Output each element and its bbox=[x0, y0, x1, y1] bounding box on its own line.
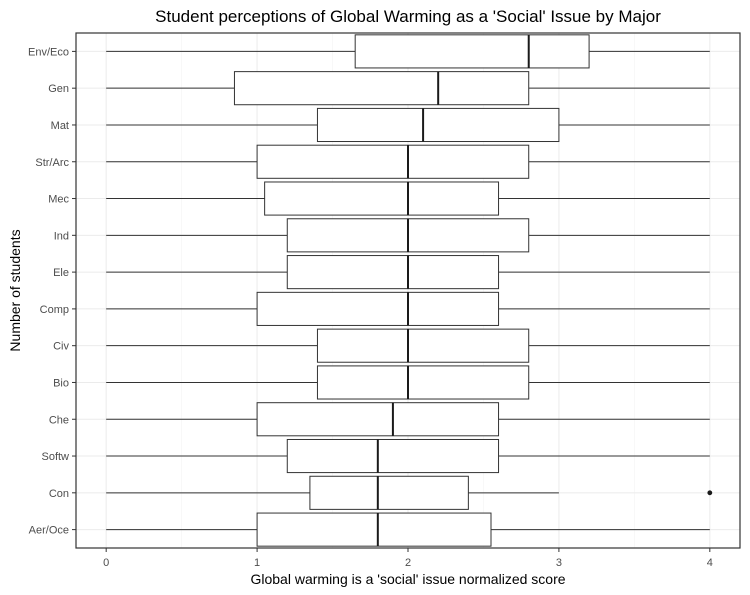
iqr-box bbox=[256, 402, 500, 437]
x-tick-label: 4 bbox=[707, 557, 713, 569]
y-tick-label: Con bbox=[49, 488, 69, 500]
box-group-ele bbox=[106, 255, 710, 290]
x-tick-label: 2 bbox=[405, 557, 411, 569]
y-tick-label: Gen bbox=[48, 83, 69, 95]
iqr-box bbox=[309, 475, 469, 510]
box-group-softw bbox=[106, 438, 710, 474]
iqr-box bbox=[256, 144, 530, 179]
chart-title: Student perceptions of Global Warming as… bbox=[155, 7, 661, 26]
y-tick-label: Civ bbox=[53, 341, 69, 353]
x-axis-title: Global warming is a 'social' issue norma… bbox=[250, 571, 565, 587]
box-group-con bbox=[106, 475, 713, 510]
box-group-gen bbox=[106, 71, 710, 106]
iqr-box bbox=[286, 438, 500, 474]
y-tick-label: Env/Eco bbox=[28, 46, 69, 58]
iqr-box bbox=[233, 71, 530, 106]
y-tick-label: Bio bbox=[53, 377, 69, 389]
box-group-che bbox=[106, 402, 710, 437]
box-group-ind bbox=[106, 218, 710, 253]
y-tick-label: Softw bbox=[41, 451, 69, 463]
iqr-box bbox=[316, 365, 530, 400]
x-tick-label: 3 bbox=[556, 557, 562, 569]
y-tick-label: Str/Arc bbox=[35, 157, 69, 169]
iqr-box bbox=[286, 255, 500, 290]
box-group-str-arc bbox=[106, 144, 710, 179]
box-group-aer-oce bbox=[106, 512, 710, 547]
y-tick-label: Mat bbox=[51, 120, 69, 132]
x-tick-label: 1 bbox=[254, 557, 260, 569]
y-tick-label: Ind bbox=[54, 230, 69, 242]
iqr-box bbox=[256, 512, 492, 547]
box-group-mat bbox=[106, 107, 710, 143]
box-group-bio bbox=[106, 365, 710, 400]
iqr-box bbox=[354, 34, 590, 69]
y-axis-title: Number of students bbox=[7, 229, 23, 351]
outlier-point bbox=[707, 490, 713, 496]
y-tick-label: Ele bbox=[53, 267, 69, 279]
box-group-env-eco bbox=[106, 34, 710, 69]
iqr-box bbox=[256, 291, 500, 326]
box-plot-series bbox=[106, 34, 713, 547]
y-tick-label: Che bbox=[49, 414, 69, 426]
y-tick-label: Aer/Oce bbox=[29, 525, 69, 537]
iqr-box bbox=[316, 107, 560, 143]
x-tick-label: 0 bbox=[103, 557, 109, 569]
y-tick-label: Comp bbox=[40, 304, 69, 316]
box-group-civ bbox=[106, 328, 710, 363]
axes: Env/Eco Gen Mat Str/Arc Mec Ind Ele Comp Civ Bio C… bbox=[28, 46, 713, 569]
box-group-mec bbox=[106, 181, 710, 216]
iqr-box bbox=[316, 328, 530, 363]
y-tick-label: Mec bbox=[48, 194, 69, 206]
iqr-box bbox=[264, 181, 500, 216]
box-group-comp bbox=[106, 291, 710, 326]
